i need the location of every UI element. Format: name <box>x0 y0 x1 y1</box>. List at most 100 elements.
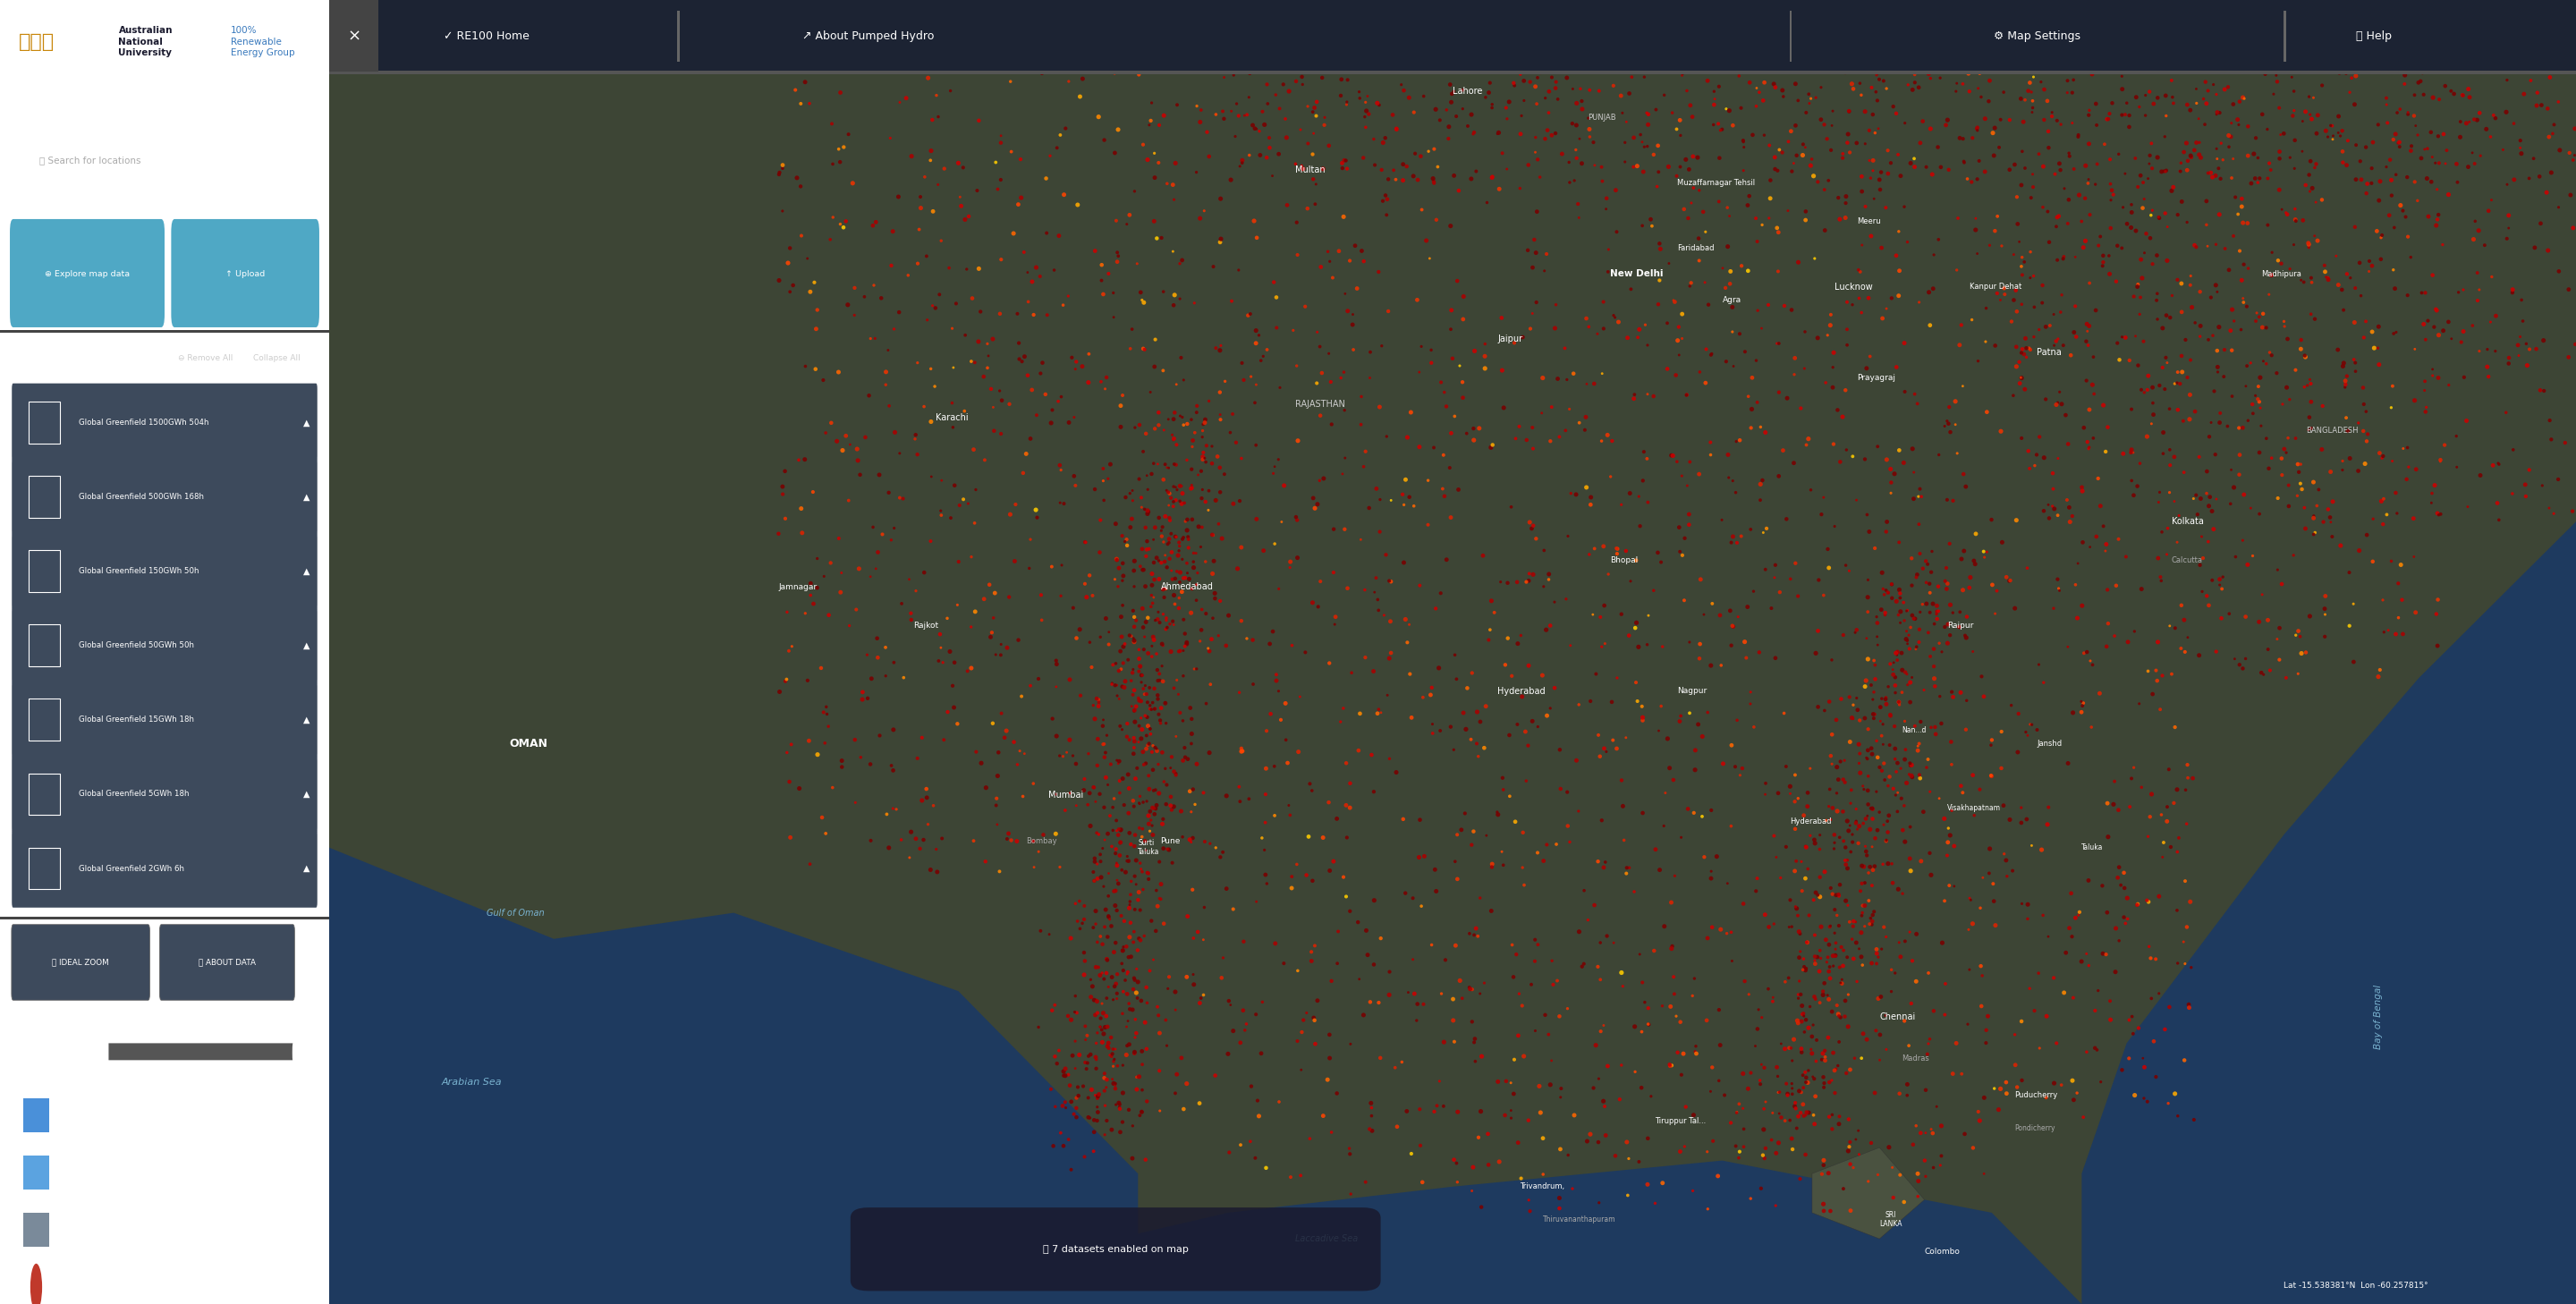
Point <box>1012 379 1054 400</box>
Point <box>1788 83 1829 104</box>
Point <box>1834 911 1875 932</box>
Point <box>1687 927 1728 948</box>
Point <box>2223 213 2264 233</box>
Point <box>1468 1154 1510 1175</box>
Point <box>2411 482 2452 503</box>
Point <box>1072 44 1113 65</box>
Point <box>909 359 951 379</box>
Point <box>1772 1128 1814 1149</box>
Point <box>2416 300 2458 321</box>
Point <box>1515 528 1556 549</box>
Point <box>1115 850 1157 871</box>
Point <box>1327 578 1368 599</box>
Point <box>1687 1198 1728 1219</box>
Point <box>1821 801 1862 822</box>
Point <box>1177 464 1218 485</box>
Point <box>2004 252 2045 273</box>
Point <box>2148 439 2190 460</box>
Point <box>1535 318 1577 339</box>
Point <box>1195 583 1236 604</box>
Point <box>1064 780 1105 801</box>
Point <box>2117 355 2159 376</box>
Point <box>2378 133 2419 154</box>
Point <box>1182 442 1224 463</box>
Point <box>1177 659 1218 679</box>
Point <box>1528 1024 1569 1045</box>
Point <box>842 689 884 709</box>
Point <box>2532 115 2573 136</box>
Point <box>1084 1080 1126 1101</box>
Point <box>1971 734 2012 755</box>
Point <box>1844 808 1886 829</box>
Point <box>2388 104 2429 125</box>
Point <box>1873 652 1914 673</box>
Point <box>2491 282 2532 303</box>
Point <box>1340 529 1381 550</box>
Point <box>1494 333 1535 353</box>
Point <box>2275 198 2316 219</box>
Point <box>1149 532 1190 553</box>
Point <box>1963 1088 2004 1108</box>
Point <box>1899 601 1940 622</box>
Point <box>1030 557 1072 578</box>
Point <box>1110 891 1151 911</box>
Point <box>1816 884 1857 905</box>
Point <box>1994 154 2035 175</box>
Point <box>1175 292 1216 313</box>
Point <box>2069 536 2110 557</box>
Point <box>1492 1107 1533 1128</box>
Point <box>2069 100 2110 121</box>
Point <box>1865 926 1906 947</box>
Point <box>788 854 829 875</box>
Point <box>2380 137 2421 158</box>
Point <box>770 51 811 72</box>
Point <box>1121 786 1162 807</box>
Point <box>2200 403 2241 424</box>
Point <box>1770 889 1811 910</box>
Point <box>1221 741 1262 762</box>
Point <box>1935 391 1976 412</box>
Text: Upper Reservoir: Upper Reservoir <box>72 1111 142 1119</box>
Point <box>2272 106 2313 126</box>
Point <box>1084 969 1126 990</box>
Point <box>2120 249 2161 270</box>
Point <box>1749 188 1790 209</box>
Point <box>2334 312 2375 333</box>
Point <box>2146 305 2187 326</box>
Point <box>1662 466 1703 486</box>
Point <box>1100 416 1141 437</box>
Point <box>1342 240 1383 261</box>
Point <box>1270 557 1311 578</box>
Point <box>1839 709 1880 730</box>
Point <box>1945 18 1986 39</box>
Point <box>1087 1033 1128 1054</box>
Point <box>1790 758 1832 778</box>
Point <box>873 652 914 673</box>
Point <box>1659 516 1700 537</box>
Point <box>2324 300 2365 321</box>
Point <box>1862 584 1904 605</box>
Point <box>1162 640 1203 661</box>
Point <box>1775 819 1816 840</box>
Point <box>1136 880 1177 901</box>
Point <box>1914 656 1955 677</box>
Point <box>1775 115 1816 136</box>
Point <box>1886 1085 1927 1106</box>
Point <box>2192 167 2233 188</box>
Point <box>1801 917 1842 938</box>
Point <box>1157 1064 1198 1085</box>
Point <box>1806 985 1847 1005</box>
Point <box>1182 479 1224 499</box>
Point <box>1149 614 1190 635</box>
Point <box>1321 69 1363 90</box>
Point <box>2360 190 2401 211</box>
Point <box>1157 374 1198 395</box>
Point <box>1566 308 1607 329</box>
Point <box>1718 1148 1759 1168</box>
Point <box>1512 711 1553 732</box>
Point <box>1965 108 2007 129</box>
Point <box>1141 814 1182 835</box>
Point <box>1321 698 1363 719</box>
Point <box>2244 304 2285 325</box>
Point <box>1285 1003 1327 1024</box>
